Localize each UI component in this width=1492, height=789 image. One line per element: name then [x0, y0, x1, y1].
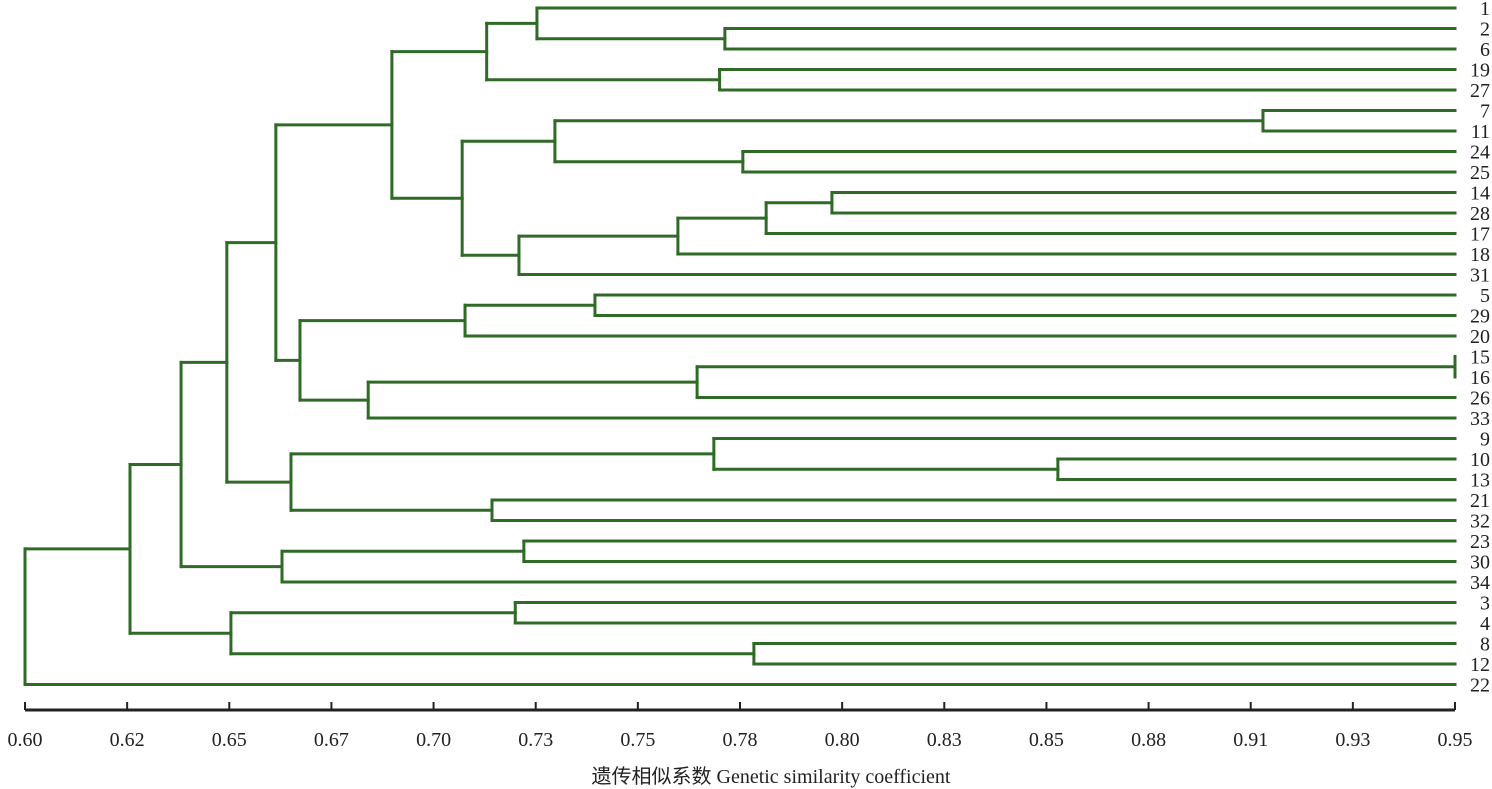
- leaf-label: 3: [1480, 593, 1490, 615]
- leaf-label: 16: [1470, 367, 1490, 389]
- x-tick-label: 0.60: [8, 729, 43, 751]
- leaf-label: 5: [1480, 285, 1490, 307]
- x-tick-label: 0.62: [110, 729, 145, 751]
- leaf-label: 1: [1480, 0, 1490, 20]
- x-tick-label: 0.85: [1029, 729, 1064, 751]
- x-tick-label: 0.78: [723, 729, 758, 751]
- leaf-label: 15: [1470, 347, 1490, 369]
- leaf-label: 29: [1470, 306, 1490, 328]
- x-tick-label: 0.91: [1233, 729, 1268, 751]
- leaf-label: 22: [1470, 675, 1490, 697]
- leaf-label: 32: [1470, 511, 1490, 533]
- x-tick-label: 0.73: [518, 729, 553, 751]
- dendrogram-branches: [23, 6, 1457, 686]
- leaf-label: 13: [1470, 470, 1490, 492]
- leaf-label: 30: [1470, 552, 1490, 574]
- leaf-label: 26: [1470, 388, 1490, 410]
- leaf-label: 7: [1480, 101, 1490, 123]
- leaf-labels: 1261927711242514281718315292015162633910…: [1470, 0, 1490, 697]
- leaf-label: 31: [1470, 265, 1490, 287]
- x-tick-label: 0.75: [620, 729, 655, 751]
- leaf-label: 17: [1470, 224, 1490, 246]
- x-tick-label: 0.95: [1438, 729, 1473, 751]
- x-tick-label: 0.88: [1131, 729, 1166, 751]
- x-tick-label: 0.67: [314, 729, 349, 751]
- leaf-label: 2: [1480, 19, 1490, 41]
- x-axis-title: 遗传相似系数 Genetic similarity coefficient: [591, 766, 951, 788]
- leaf-label: 33: [1470, 408, 1490, 430]
- x-tick-label: 0.70: [416, 729, 451, 751]
- leaf-label: 18: [1470, 244, 1490, 266]
- x-tick-label: 0.65: [212, 729, 247, 751]
- leaf-label: 28: [1470, 203, 1490, 225]
- leaf-label: 9: [1480, 429, 1490, 451]
- x-tick-label: 0.93: [1335, 729, 1370, 751]
- leaf-label: 23: [1470, 531, 1490, 553]
- leaf-label: 20: [1470, 326, 1490, 348]
- leaf-label: 27: [1470, 80, 1490, 102]
- leaf-label: 24: [1470, 142, 1490, 164]
- leaf-label: 21: [1470, 490, 1490, 512]
- leaf-label: 34: [1470, 572, 1490, 594]
- x-axis: 0.60 0.62 0.65 0.67 0.70 0.73 0.75 0.78 0.80 0.83…: [8, 702, 1473, 751]
- leaf-label: 4: [1480, 613, 1490, 635]
- leaf-label: 19: [1470, 60, 1490, 82]
- leaf-label: 11: [1471, 121, 1490, 143]
- leaf-label: 6: [1480, 39, 1490, 61]
- leaf-label: 10: [1470, 449, 1490, 471]
- leaf-label: 25: [1470, 162, 1490, 184]
- x-tick-label: 0.83: [927, 729, 962, 751]
- leaf-label: 8: [1480, 634, 1490, 656]
- x-tick-label: 0.80: [825, 729, 860, 751]
- leaf-label: 14: [1470, 183, 1490, 205]
- leaf-label: 12: [1470, 654, 1490, 676]
